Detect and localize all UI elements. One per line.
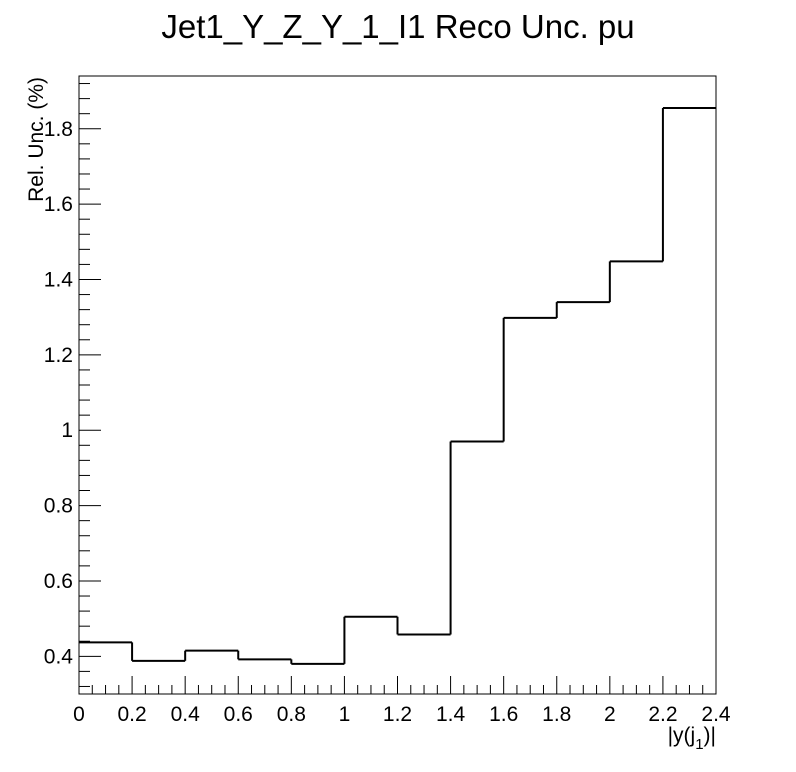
chart-title: Jet1_Y_Z_Y_1_I1 Reco Unc. pu bbox=[161, 8, 634, 45]
x-tick-label: 1.4 bbox=[436, 703, 466, 726]
y-tick-label: 0.8 bbox=[44, 495, 73, 518]
x-tick-label: 0.8 bbox=[277, 703, 306, 726]
x-axis-label-suffix: )| bbox=[704, 724, 716, 747]
plot-frame bbox=[78, 75, 717, 695]
x-tick-label: 0.6 bbox=[224, 703, 253, 726]
x-axis-label-main: |y(j bbox=[668, 724, 696, 747]
x-axis-tick-labels: 0 0.2 0.4 0.6 0.8 1 1.2 1.4 1.6 1.8 2 2.2 2.4 bbox=[73, 703, 731, 726]
y-tick-label: 1.4 bbox=[44, 268, 74, 291]
x-axis-ticks bbox=[78, 676, 717, 694]
x-tick-label: 0.2 bbox=[117, 703, 146, 726]
histogram-series bbox=[79, 107, 716, 665]
y-tick-label: 1.2 bbox=[44, 344, 73, 367]
y-tick-label: 0.4 bbox=[44, 645, 74, 668]
y-tick-label: 1 bbox=[61, 419, 73, 442]
x-tick-label: 1.2 bbox=[383, 703, 412, 726]
x-tick-label: 0 bbox=[73, 703, 85, 726]
y-tick-label: 1.8 bbox=[44, 118, 73, 141]
x-tick-label: 1.6 bbox=[489, 703, 518, 726]
x-tick-label: 0.4 bbox=[171, 703, 201, 726]
x-axis-label: |y(j1)| bbox=[668, 724, 716, 753]
y-axis-ticks bbox=[79, 83, 101, 687]
y-axis-label: Rel. Unc. (%) bbox=[25, 77, 48, 202]
y-tick-label: 0.6 bbox=[44, 570, 73, 593]
y-tick-label: 1.6 bbox=[44, 193, 73, 216]
x-tick-label: 2.4 bbox=[701, 703, 731, 726]
x-tick-label: 2.2 bbox=[648, 703, 677, 726]
plot-frame-rect bbox=[78, 75, 717, 695]
x-tick-label: 1 bbox=[339, 703, 351, 726]
y-axis-tick-labels: 0.4 0.6 0.8 1 1.2 1.4 1.6 1.8 bbox=[44, 118, 74, 669]
x-axis-label-subscript: 1 bbox=[695, 736, 703, 753]
x-tick-label: 2 bbox=[604, 703, 616, 726]
x-tick-label: 1.8 bbox=[542, 703, 571, 726]
